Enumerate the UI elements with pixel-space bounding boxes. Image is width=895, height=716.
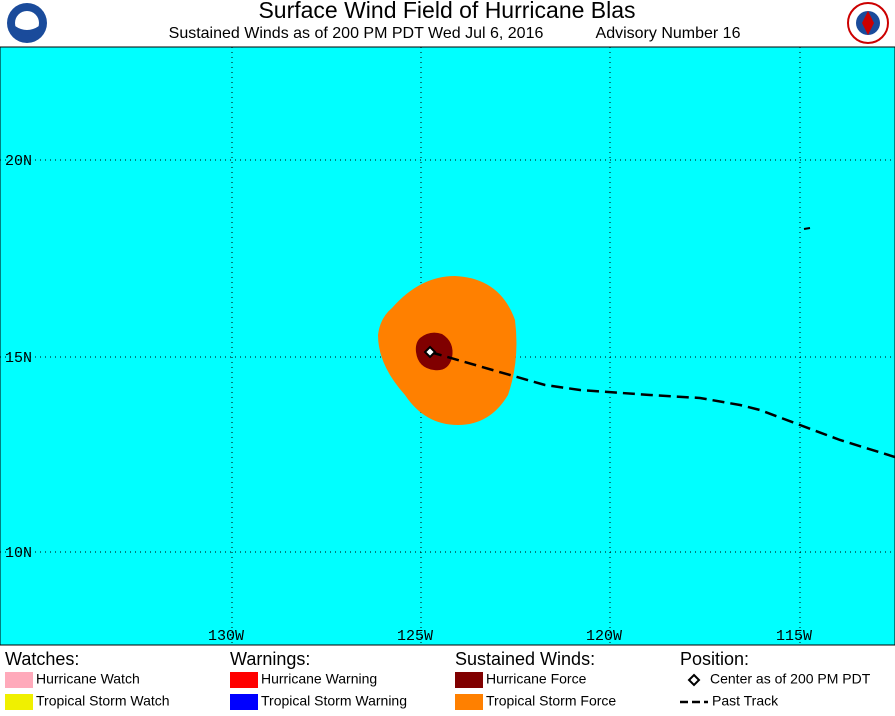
- legend: Watches: Hurricane Watch Tropical Storm …: [5, 649, 871, 710]
- past-track-fragment: [803, 227, 811, 230]
- legend-item: Tropical Storm Warning: [261, 693, 407, 709]
- noaa-logo: [7, 3, 47, 43]
- grid: [0, 47, 895, 645]
- legend-item: Tropical Storm Watch: [36, 693, 170, 709]
- advisory: Advisory Number 16: [596, 25, 741, 42]
- legend-item: Hurricane Force: [486, 671, 587, 687]
- swatch: [455, 672, 483, 688]
- lat-label: 15N: [5, 350, 32, 367]
- storm-center: [423, 345, 437, 359]
- nws-logo: [847, 2, 889, 44]
- legend-group-title: Position:: [680, 649, 749, 669]
- past-track: [429, 350, 895, 459]
- legend-item: Past Track: [712, 693, 779, 709]
- legend-item: Hurricane Warning: [261, 671, 377, 687]
- legend-item: Tropical Storm Force: [486, 693, 616, 709]
- legend-item: Hurricane Watch: [36, 671, 140, 687]
- lon-label: 130W: [208, 628, 244, 645]
- subtitle: Sustained Winds as of 200 PM PDT Wed Jul…: [169, 25, 544, 42]
- legend-group-title: Watches:: [5, 649, 79, 669]
- swatch: [230, 672, 258, 688]
- legend-group-title: Warnings:: [230, 649, 310, 669]
- swatch: [5, 672, 33, 688]
- center-symbol: [687, 673, 701, 687]
- lon-label: 120W: [586, 628, 622, 645]
- swatch: [230, 694, 258, 710]
- swatch: [5, 694, 33, 710]
- legend-group-title: Sustained Winds:: [455, 649, 595, 669]
- title: Surface Wind Field of Hurricane Blas: [258, 0, 635, 23]
- lon-label: 125W: [397, 628, 433, 645]
- swatch: [455, 694, 483, 710]
- lat-label: 20N: [5, 153, 32, 170]
- legend-item: Center as of 200 PM PDT: [710, 671, 871, 687]
- lon-label: 115W: [776, 628, 812, 645]
- lat-label: 10N: [5, 545, 32, 562]
